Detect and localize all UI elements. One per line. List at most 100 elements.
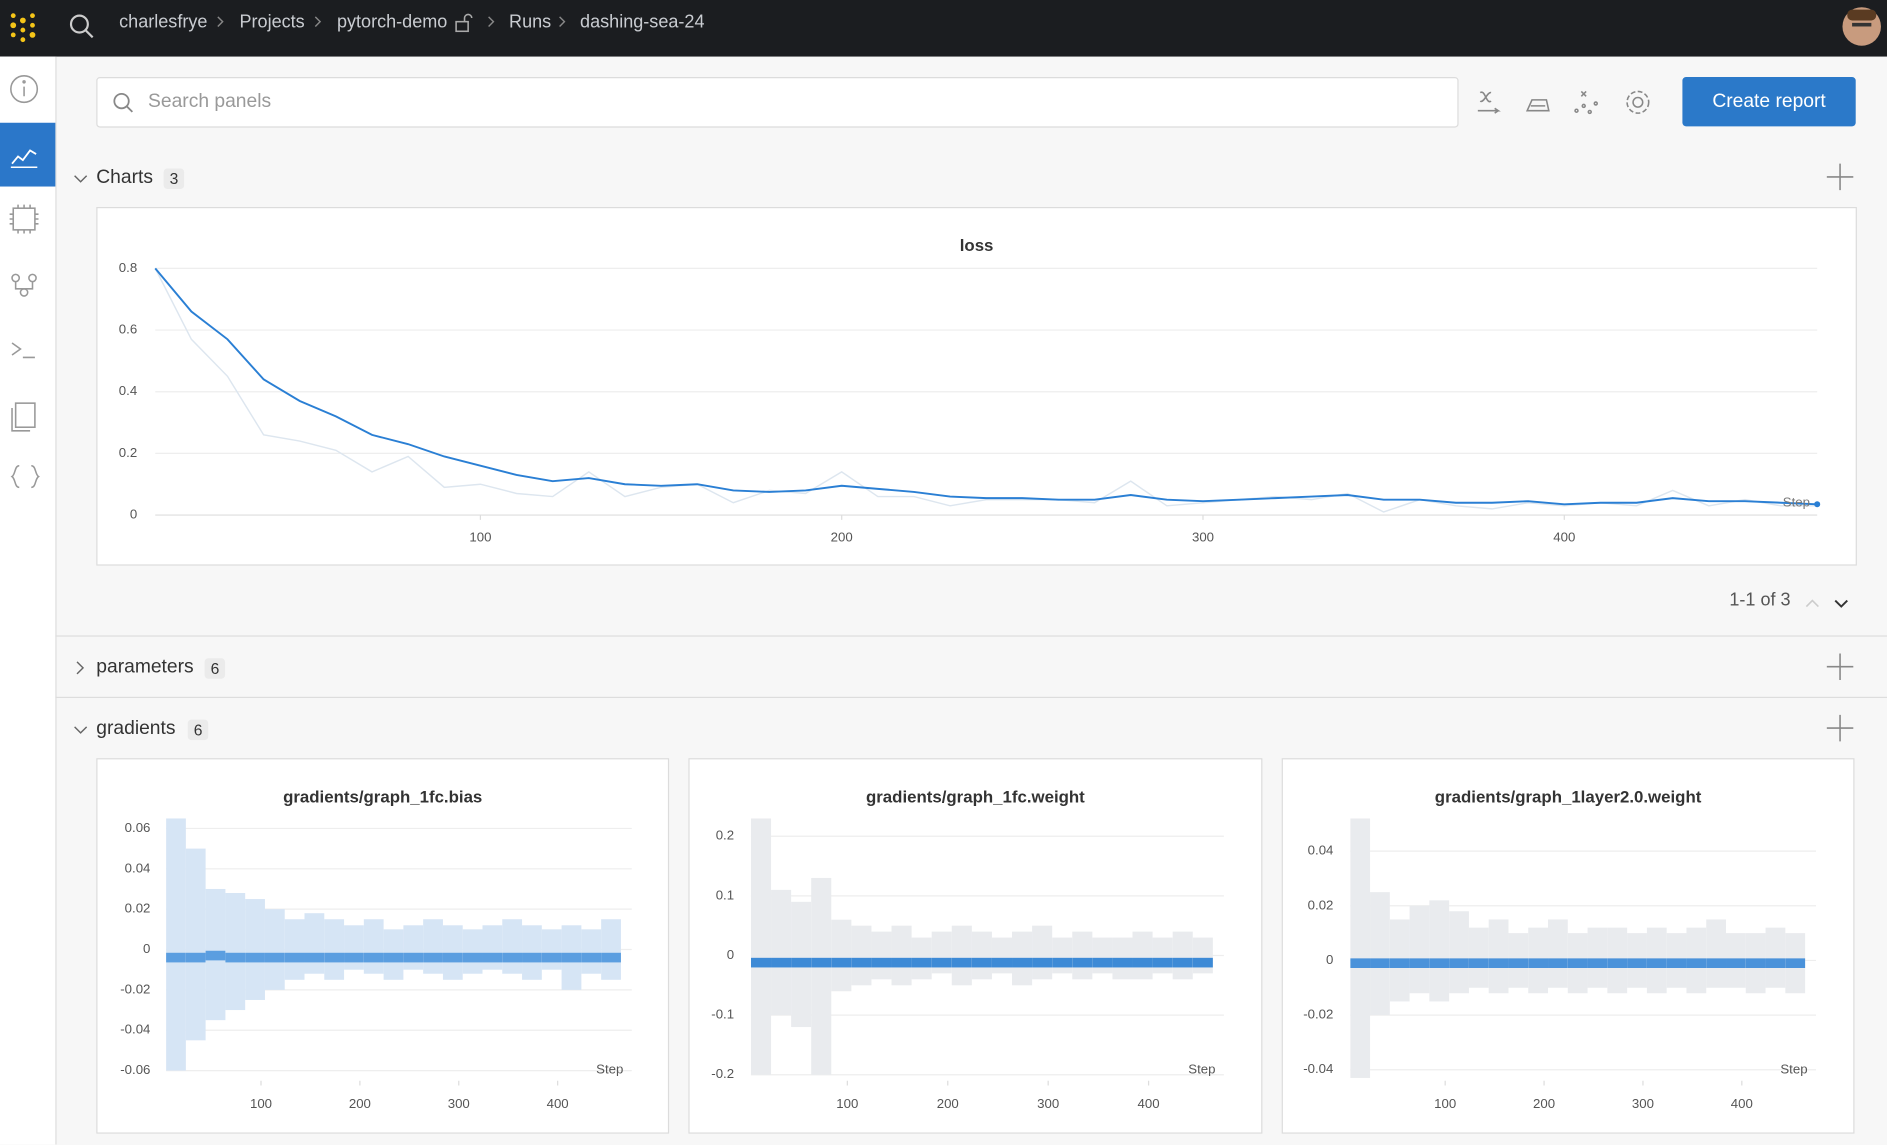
y-tick-label: 0.02 bbox=[1308, 897, 1334, 912]
mode-cell bbox=[1072, 957, 1093, 968]
histogram-chart: gradients/graph_1layer2.0.weight -0.04 -0.… bbox=[1303, 787, 1816, 1111]
add-panel[interactable] bbox=[1824, 712, 1855, 743]
breadcrumb[interactable]: pytorch-demo bbox=[336, 12, 448, 33]
mode-cell bbox=[851, 957, 872, 968]
mode-cell bbox=[791, 957, 812, 968]
range-cell bbox=[1765, 927, 1786, 988]
y-tick-label: -0.06 bbox=[120, 1062, 150, 1077]
range-cell bbox=[482, 925, 503, 970]
range-cell bbox=[1052, 937, 1073, 974]
range-cell bbox=[1488, 919, 1509, 994]
histogram-chart: gradients/graph_1fc.bias -0.06 -0.04 -0.02 0… bbox=[120, 787, 632, 1111]
x-tick-label: 200 bbox=[937, 1096, 959, 1111]
mode-cell bbox=[811, 957, 832, 968]
y-tick-label: 0.4 bbox=[119, 383, 137, 398]
section-count: 6 bbox=[204, 658, 226, 679]
range-cell bbox=[771, 889, 792, 1016]
add-panel[interactable] bbox=[1824, 651, 1855, 682]
x-tick-label: 100 bbox=[250, 1096, 272, 1111]
chart-title: loss bbox=[960, 236, 994, 255]
search-placeholder: Search panels bbox=[148, 91, 272, 112]
mode-cell bbox=[1508, 958, 1529, 968]
range-cell bbox=[601, 919, 621, 980]
section-title[interactable]: gradients bbox=[96, 718, 176, 739]
range-cell bbox=[1172, 931, 1193, 980]
search-icon bbox=[113, 92, 134, 113]
breadcrumb[interactable]: dashing-sea-24 bbox=[580, 12, 705, 33]
section-title[interactable]: Charts bbox=[96, 167, 153, 188]
x-tick-label: 400 bbox=[1731, 1096, 1753, 1111]
y-tick-label: 0.2 bbox=[716, 828, 734, 843]
range-cell bbox=[502, 919, 523, 974]
cells bbox=[750, 818, 1213, 1075]
search-panels[interactable]: Search panels bbox=[96, 77, 1459, 128]
mode-cell bbox=[1032, 957, 1053, 968]
mode-cell bbox=[911, 957, 932, 968]
toolbar-icons[interactable] bbox=[1471, 82, 1664, 123]
breadcrumb[interactable]: Runs bbox=[509, 12, 552, 33]
x-tick-label: 400 bbox=[547, 1096, 569, 1111]
mode-cell bbox=[1686, 958, 1707, 968]
expand-chevron[interactable] bbox=[72, 659, 89, 676]
range-cell bbox=[1429, 900, 1450, 1002]
section-count: 3 bbox=[163, 168, 185, 189]
mode-cell bbox=[1706, 958, 1727, 968]
y-tick-label: 0.2 bbox=[119, 445, 137, 460]
avatar[interactable] bbox=[1840, 5, 1883, 48]
breadcrumb-separators bbox=[217, 13, 566, 33]
x-tick-label: 300 bbox=[1037, 1096, 1059, 1111]
pagination-arrows[interactable] bbox=[1803, 592, 1856, 614]
x-tick-label: 400 bbox=[1138, 1096, 1160, 1111]
cells bbox=[166, 818, 621, 1071]
mode-cell bbox=[1052, 957, 1073, 968]
range-cell bbox=[750, 818, 772, 1075]
section-title[interactable]: parameters bbox=[96, 657, 194, 678]
sidebar-icons[interactable] bbox=[0, 57, 55, 1145]
x-tick-label: 200 bbox=[1533, 1096, 1555, 1111]
mode-cell bbox=[1785, 958, 1806, 968]
mode-cell bbox=[1587, 958, 1608, 968]
range-cell bbox=[423, 919, 443, 974]
y-tick-label: -0.1 bbox=[711, 1007, 734, 1022]
mode-cell bbox=[1607, 958, 1628, 968]
range-cell bbox=[1350, 818, 1371, 1078]
histogram-chart: gradients/graph_1fc.weight -0.2 -0.1 0 0.1 0.… bbox=[711, 787, 1224, 1111]
collapse-chevron[interactable] bbox=[72, 171, 89, 188]
mode-cell bbox=[324, 952, 345, 963]
range-cell bbox=[1370, 892, 1390, 1016]
range-cell bbox=[264, 909, 285, 990]
mode-cell bbox=[771, 957, 792, 968]
x-tick-label: 300 bbox=[1192, 529, 1214, 544]
range-cell bbox=[541, 929, 562, 970]
range-cell bbox=[891, 925, 912, 986]
mode-cell bbox=[871, 957, 892, 968]
chart-title: gradients/graph_1layer2.0.weight bbox=[1435, 787, 1702, 806]
range-cell bbox=[166, 818, 186, 1071]
mode-cell bbox=[1152, 957, 1173, 968]
create-report-button[interactable]: Create report bbox=[1682, 77, 1856, 127]
x-axis-label: Step bbox=[1780, 1061, 1807, 1076]
line-chart: loss 0 0.2 0.4 0.6 0.8 100 200 300 400 Step bbox=[119, 236, 1821, 544]
mode-cell bbox=[245, 952, 265, 963]
logo[interactable] bbox=[7, 10, 43, 46]
x-tick-label: 300 bbox=[448, 1096, 470, 1111]
collapse-chevron[interactable] bbox=[72, 722, 89, 739]
mode-cell bbox=[1172, 957, 1193, 968]
breadcrumb[interactable]: charlesfrye bbox=[119, 12, 208, 33]
mode-cell bbox=[205, 950, 226, 961]
breadcrumb[interactable]: Projects bbox=[239, 12, 305, 33]
add-panel[interactable] bbox=[1824, 161, 1855, 192]
range-cell bbox=[871, 931, 892, 980]
divider bbox=[55, 635, 1887, 637]
y-tick-label: 0.04 bbox=[1308, 843, 1334, 858]
range-cell bbox=[363, 919, 384, 974]
x-tick-label: 200 bbox=[349, 1096, 371, 1111]
y-tick-label: 0 bbox=[130, 507, 137, 522]
sidebar bbox=[0, 56, 57, 1145]
chart-panel: gradients/graph_1fc.bias -0.06 -0.04 -0.02 0… bbox=[96, 758, 670, 1134]
y-tick-label: 0 bbox=[1326, 952, 1333, 967]
search-icon[interactable] bbox=[67, 12, 96, 41]
mode-cell bbox=[363, 952, 384, 963]
